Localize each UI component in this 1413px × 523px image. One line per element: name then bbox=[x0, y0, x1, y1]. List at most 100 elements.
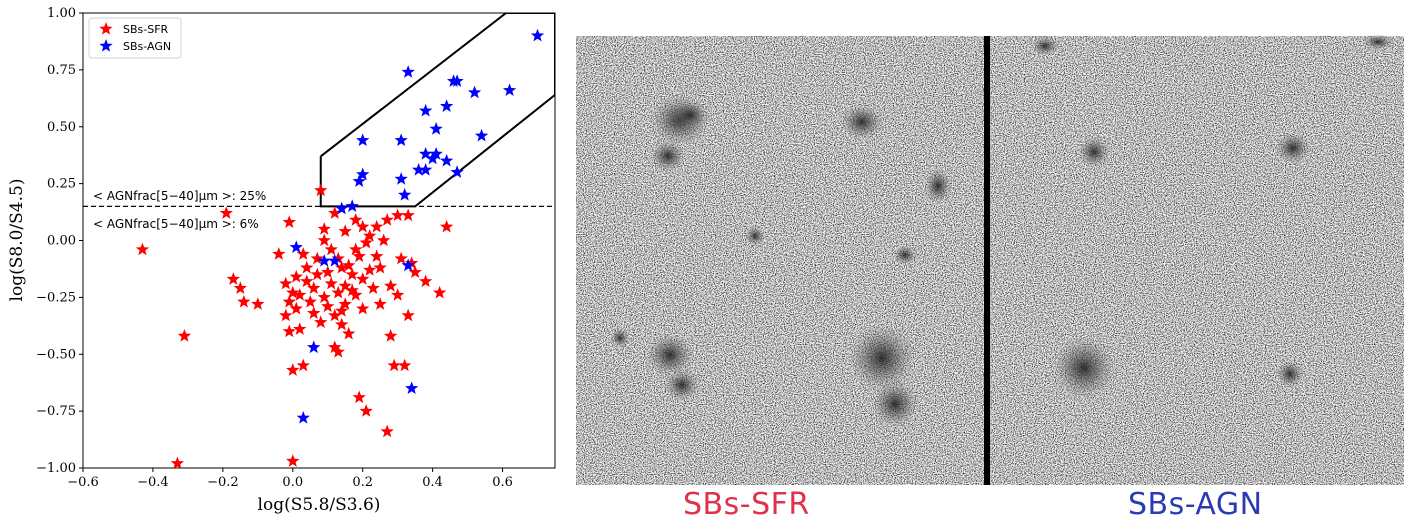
x-tick-label: −0.4 bbox=[137, 475, 169, 490]
data-point-sbs-sfr bbox=[373, 260, 387, 274]
data-point-sbs-agn bbox=[401, 65, 415, 78]
data-point-sbs-sfr bbox=[352, 390, 366, 404]
data-point-sbs-sfr bbox=[286, 363, 300, 376]
data-point-sbs-agn bbox=[345, 199, 359, 213]
data-point-sbs-sfr bbox=[331, 344, 345, 358]
data-point-sbs-agn bbox=[502, 83, 517, 97]
y-tick-label: −0.25 bbox=[36, 290, 76, 305]
data-point-sbs-sfr bbox=[335, 304, 349, 317]
data-point-sbs-sfr bbox=[356, 272, 370, 285]
data-point-sbs-sfr bbox=[328, 340, 342, 354]
data-point-sbs-sfr bbox=[328, 308, 342, 322]
data-point-sbs-sfr bbox=[401, 308, 415, 322]
data-point-sbs-sfr bbox=[432, 285, 447, 299]
legend-label-sbs-agn: SBs-AGN bbox=[123, 40, 171, 53]
data-point-sbs-agn bbox=[439, 99, 454, 112]
data-point-sbs-sfr bbox=[328, 206, 342, 219]
x-tick-label: 0.6 bbox=[492, 475, 513, 490]
data-point-sbs-sfr bbox=[289, 301, 303, 315]
data-point-sbs-sfr bbox=[352, 249, 366, 263]
data-point-sbs-sfr bbox=[418, 274, 433, 288]
y-tick-label: −1.00 bbox=[36, 461, 76, 476]
data-point-sbs-agn bbox=[394, 172, 408, 185]
data-point-sbs-agn bbox=[418, 147, 433, 160]
y-axis-ticks: 1.00 0.75 0.50 0.25 0.00 −0.25 −0.50 −0.75 −1.00 bbox=[36, 6, 83, 476]
data-point-sbs-sfr bbox=[314, 183, 328, 197]
y-tick-label: 0.25 bbox=[47, 177, 76, 192]
data-point-sbs-agn bbox=[474, 128, 489, 142]
legend: SBs-SFR SBs-AGN bbox=[88, 17, 182, 59]
data-point-sbs-sfr bbox=[317, 222, 331, 235]
data-point-sbs-sfr bbox=[135, 242, 150, 256]
data-point-sbs-sfr bbox=[324, 242, 338, 256]
data-point-sbs-sfr bbox=[338, 297, 352, 310]
data-point-sbs-agn bbox=[429, 122, 443, 135]
data-point-sbs-sfr bbox=[439, 219, 454, 233]
data-point-sbs-sfr bbox=[279, 276, 293, 290]
data-point-sbs-agn bbox=[530, 28, 545, 42]
caption-sbs-agn: SBs-AGN bbox=[1128, 487, 1263, 522]
data-point-sbs-sfr bbox=[342, 326, 356, 340]
data-point-sbs-sfr bbox=[349, 213, 363, 226]
data-point-sbs-sfr bbox=[251, 297, 265, 310]
data-point-sbs-sfr bbox=[398, 358, 412, 372]
data-point-sbs-agn bbox=[394, 133, 408, 147]
data-point-sbs-sfr bbox=[377, 233, 391, 247]
x-axis-label: log(S5.8/S3.6) bbox=[258, 495, 381, 515]
caption-sbs-sfr: SBs-SFR bbox=[683, 487, 810, 522]
data-point-sbs-sfr bbox=[310, 267, 324, 281]
data-point-sbs-sfr bbox=[272, 247, 286, 260]
data-point-sbs-agn bbox=[411, 162, 426, 176]
data-point-sbs-agn bbox=[398, 188, 412, 201]
data-point-sbs-sfr bbox=[331, 251, 345, 265]
data-point-sbs-agn bbox=[404, 381, 419, 395]
data-point-sbs-sfr bbox=[226, 272, 240, 285]
data-point-sbs-agn bbox=[328, 253, 342, 267]
data-point-sbs-sfr bbox=[300, 260, 314, 274]
data-point-sbs-sfr bbox=[363, 263, 377, 276]
data-point-sbs-sfr bbox=[331, 285, 345, 299]
data-point-sbs-agn bbox=[296, 410, 310, 424]
data-point-sbs-agn bbox=[467, 85, 482, 99]
data-point-sbs-sfr bbox=[387, 358, 401, 372]
data-point-sbs-sfr bbox=[384, 329, 398, 342]
data-point-sbs-sfr bbox=[170, 456, 185, 468]
data-point-sbs-sfr bbox=[282, 324, 296, 338]
x-tick-label: −0.2 bbox=[207, 475, 239, 490]
data-point-sbs-sfr bbox=[293, 322, 307, 335]
data-point-sbs-agn bbox=[401, 258, 415, 272]
plot-frame bbox=[82, 12, 556, 469]
data-point-sbs-agn bbox=[446, 74, 461, 87]
x-tick-label: −0.6 bbox=[67, 475, 99, 490]
data-point-sbs-sfr bbox=[317, 233, 331, 247]
data-point-sbs-sfr bbox=[404, 256, 419, 269]
data-point-sbs-sfr bbox=[310, 251, 324, 265]
x-tick-label: 0.2 bbox=[352, 475, 373, 490]
data-point-sbs-sfr bbox=[324, 276, 338, 290]
data-point-sbs-agn bbox=[418, 162, 433, 176]
legend-label-sbs-sfr: SBs-SFR bbox=[123, 23, 169, 36]
y-tick-label: 0.50 bbox=[47, 120, 76, 135]
data-point-sbs-sfr bbox=[391, 208, 405, 222]
data-point-sbs-sfr bbox=[370, 219, 384, 233]
data-point-sbs-sfr bbox=[314, 315, 328, 329]
data-point-sbs-agn bbox=[317, 253, 331, 267]
data-point-sbs-agn bbox=[450, 165, 464, 178]
data-point-sbs-agn bbox=[356, 133, 370, 147]
agn-wedge-outline bbox=[319, 13, 555, 208]
data-point-sbs-sfr bbox=[282, 294, 296, 308]
y-tick-label: −0.50 bbox=[36, 347, 76, 362]
data-point-sbs-sfr bbox=[335, 317, 349, 331]
data-point-sbs-sfr bbox=[370, 249, 384, 263]
data-point-sbs-sfr bbox=[356, 301, 370, 315]
data-point-sbs-agn bbox=[289, 240, 303, 253]
x-axis-ticks: −0.6 −0.4 −0.2 0.0 0.2 0.4 0.6 bbox=[67, 468, 513, 490]
legend-marker-sbs-agn bbox=[99, 39, 113, 52]
data-point-sbs-sfr bbox=[401, 208, 415, 222]
data-point-sbs-sfr bbox=[338, 279, 352, 292]
data-point-sbs-sfr bbox=[177, 329, 192, 342]
y-tick-label: 0.75 bbox=[47, 63, 76, 78]
data-point-sbs-sfr bbox=[286, 454, 300, 467]
data-point-sbs-sfr bbox=[233, 281, 247, 294]
